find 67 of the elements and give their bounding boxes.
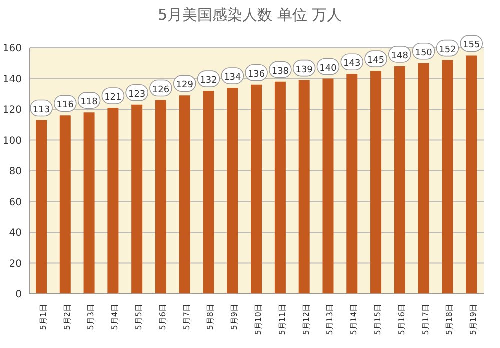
y-tick-label: 80 bbox=[9, 166, 22, 178]
bar bbox=[179, 96, 190, 294]
x-tick-label: 5月5日 bbox=[134, 304, 144, 330]
y-tick-label: 120 bbox=[2, 105, 22, 116]
x-tick-label: 5月18日 bbox=[445, 304, 454, 336]
bar bbox=[60, 116, 71, 294]
x-tick-label: 5月14日 bbox=[350, 304, 359, 336]
x-tick-label: 5月10日 bbox=[254, 304, 263, 336]
data-label: 155 bbox=[463, 40, 480, 51]
bar bbox=[466, 56, 478, 294]
data-label: 123 bbox=[128, 90, 146, 100]
x-tick-label: 5月12日 bbox=[302, 304, 311, 336]
x-tick-label: 5月13日 bbox=[326, 304, 335, 336]
x-tick-label: 5月3日 bbox=[86, 304, 96, 330]
bar bbox=[298, 80, 310, 294]
bar bbox=[84, 112, 95, 294]
data-label: 116 bbox=[56, 100, 74, 111]
data-label: 121 bbox=[104, 92, 122, 103]
y-tick-label: 140 bbox=[2, 74, 22, 86]
x-tick-label: 5月11日 bbox=[278, 304, 287, 336]
x-tick-label: 5月2日 bbox=[62, 304, 72, 330]
data-label: 148 bbox=[391, 51, 409, 62]
x-tick-label: 5月4日 bbox=[110, 304, 120, 330]
data-label: 118 bbox=[80, 98, 98, 108]
y-tick-label: 60 bbox=[9, 197, 22, 208]
x-tick-label: 5月15日 bbox=[373, 304, 382, 336]
x-tick-label: 5月7日 bbox=[182, 304, 192, 330]
bar bbox=[418, 63, 430, 294]
data-label: 136 bbox=[248, 70, 266, 80]
bar bbox=[346, 74, 358, 294]
x-tick-label: 5月17日 bbox=[421, 304, 430, 336]
bar bbox=[394, 66, 406, 294]
y-tick-label: 40 bbox=[9, 228, 22, 240]
x-tick-label: 5月1日 bbox=[38, 304, 48, 330]
data-label: 126 bbox=[152, 85, 170, 96]
data-label: 129 bbox=[176, 80, 194, 91]
y-tick-label: 100 bbox=[2, 136, 22, 147]
bar bbox=[108, 108, 119, 294]
bar bbox=[274, 82, 286, 294]
bar bbox=[155, 100, 166, 294]
data-label: 150 bbox=[415, 48, 433, 58]
y-tick-label: 20 bbox=[9, 258, 22, 270]
x-tick-label: 5月9日 bbox=[230, 304, 240, 330]
bar bbox=[203, 91, 214, 294]
y-tick-label: 160 bbox=[2, 44, 22, 55]
data-label: 143 bbox=[344, 59, 361, 70]
data-label: 134 bbox=[224, 72, 242, 83]
data-label: 152 bbox=[439, 45, 456, 56]
y-tick-label: 0 bbox=[16, 290, 22, 301]
data-label: 145 bbox=[367, 56, 385, 66]
bar bbox=[370, 71, 382, 294]
data-label: 139 bbox=[296, 65, 314, 76]
data-label: 138 bbox=[272, 66, 290, 77]
bar bbox=[322, 78, 334, 294]
chart-title: 5月美国感染人数 单位 万人 bbox=[156, 6, 344, 25]
bar bbox=[132, 104, 143, 294]
bar bbox=[251, 84, 262, 294]
x-tick-label: 5月6日 bbox=[158, 304, 168, 330]
bar bbox=[36, 120, 47, 294]
data-label: 132 bbox=[200, 76, 218, 86]
bar bbox=[442, 60, 454, 294]
x-tick-label: 5月16日 bbox=[397, 304, 406, 336]
x-tick-label: 5月8日 bbox=[206, 304, 216, 330]
bar bbox=[227, 88, 238, 294]
data-label: 140 bbox=[320, 64, 338, 74]
data-label: 113 bbox=[32, 105, 50, 116]
x-tick-label: 5月19日 bbox=[469, 304, 478, 336]
